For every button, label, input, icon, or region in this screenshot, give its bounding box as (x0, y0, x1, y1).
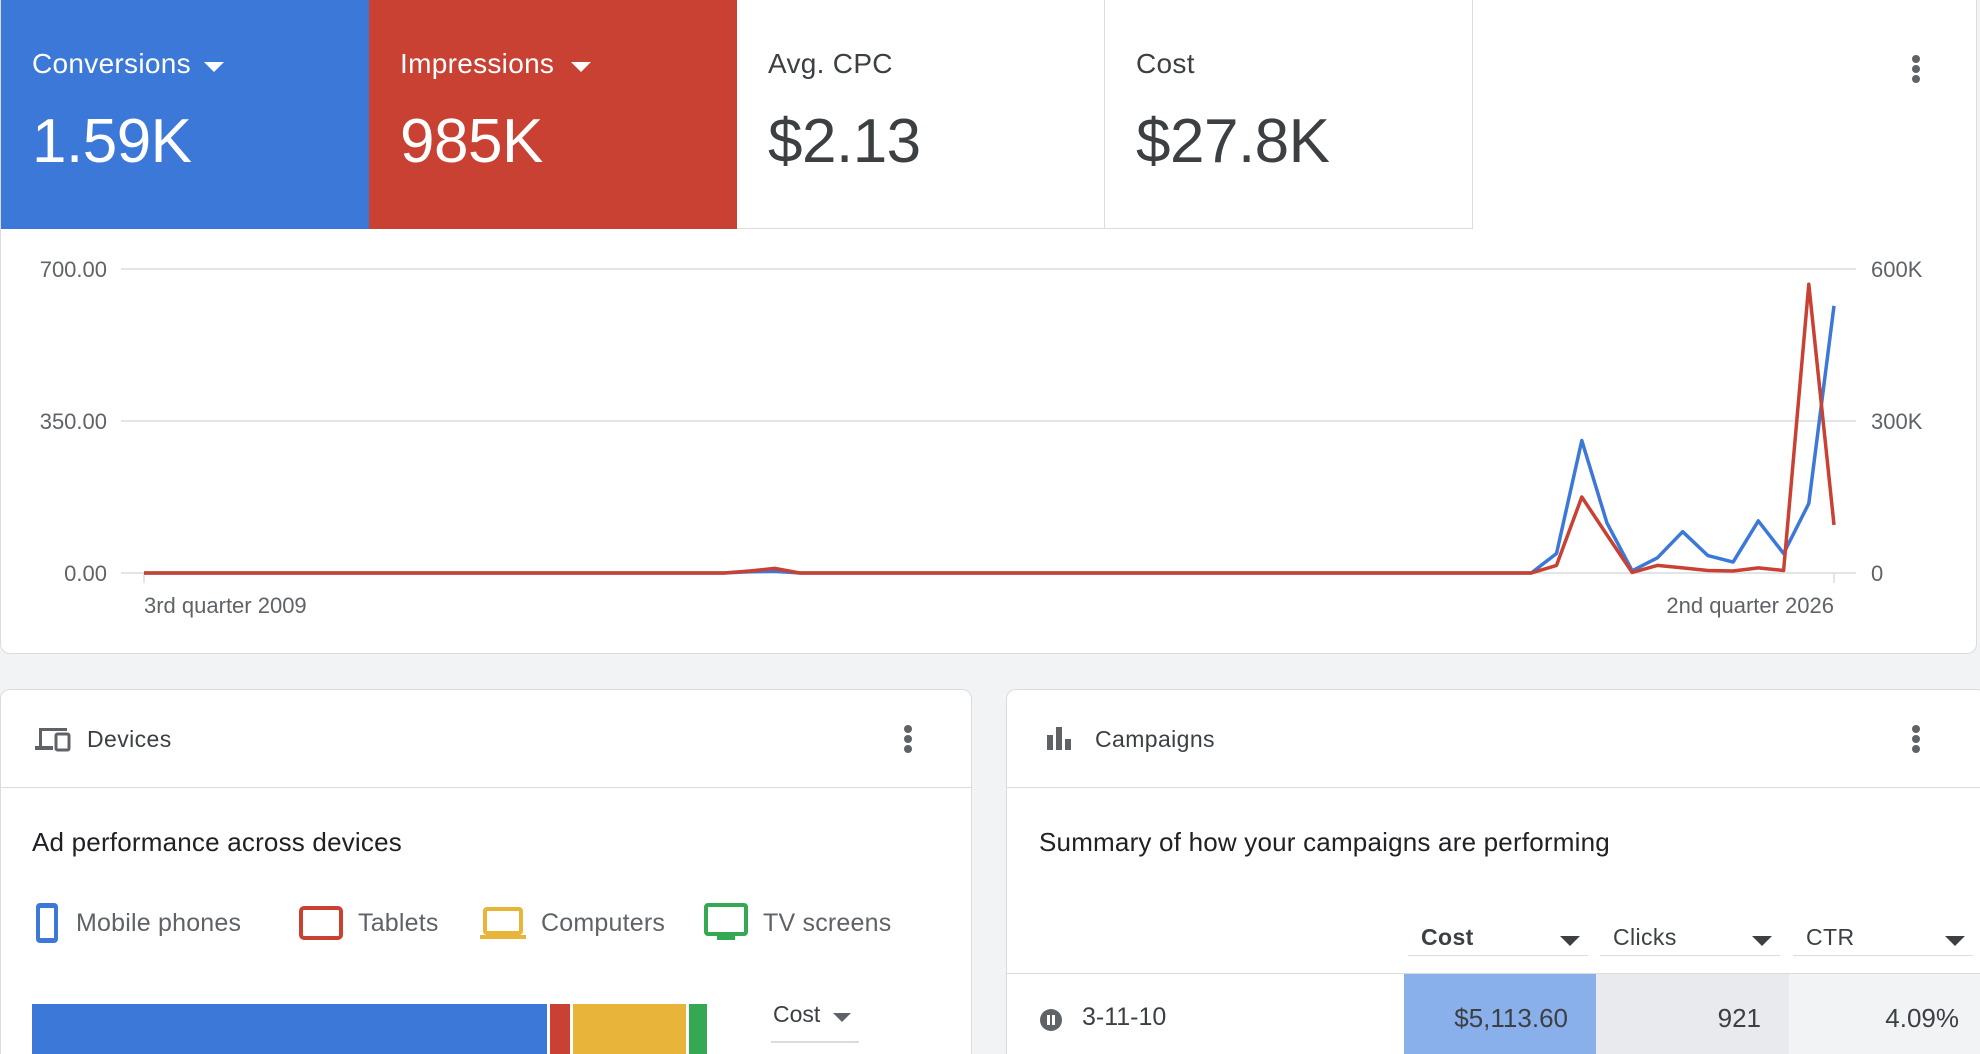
tv-icon (704, 903, 748, 940)
phone-icon (36, 903, 58, 943)
scorecard-label: Avg. CPC (768, 48, 893, 79)
ctr-cell: 4.09% (1789, 974, 1980, 1054)
y-right-tick-label: 300K (1871, 409, 1923, 434)
cost-cell: $5,113.60 (1404, 974, 1596, 1054)
devices-icon (35, 728, 71, 752)
tablet-icon (299, 906, 343, 940)
y-left-tick-label: 350.00 (40, 409, 107, 434)
bar-chart-icon (1047, 727, 1071, 750)
scorecard-value: 985K (400, 107, 543, 176)
devices-subtitle: Ad performance across devices (32, 827, 402, 857)
legend-tv-screens: TV screens (703, 903, 891, 943)
device-share-bar (32, 1004, 710, 1054)
overview-card: Conversions 1.59K Impressions 985K Avg. … (0, 0, 1977, 654)
table-row[interactable]: 3-11-10 $5,113.60 921 4.09% (1007, 973, 1980, 1054)
column-header-clicks[interactable]: Clicks (1600, 918, 1780, 956)
devices-card-header: Devices (1, 690, 971, 788)
campaigns-card-title: Campaigns (1095, 726, 1215, 752)
dropdown-caret-icon[interactable] (204, 62, 224, 72)
scorecard-label: Conversions (32, 48, 191, 79)
campaign-name[interactable]: 3-11-10 (1082, 1003, 1167, 1031)
campaigns-card: Campaigns Summary of how your campaigns … (1006, 689, 1980, 1054)
legend-label: Mobile phones (76, 908, 242, 937)
y-right-tick-label: 600K (1871, 257, 1923, 282)
legend-label: TV screens (763, 908, 892, 937)
scorecard-value: $2.13 (768, 107, 921, 176)
column-header-label: Cost (1421, 924, 1474, 950)
legend-mobile-phones: Mobile phones (32, 903, 241, 943)
more-vert-icon[interactable] (1901, 719, 1931, 759)
clicks-value: 921 (1717, 1003, 1761, 1033)
campaigns-subtitle: Summary of how your campaigns are perfor… (1039, 827, 1610, 857)
scorecard-value: 1.59K (32, 107, 192, 176)
laptop-icon (480, 907, 526, 939)
sort-caret-icon (1945, 936, 1965, 946)
y-right-tick-label: 0 (1871, 561, 1883, 586)
ctr-value: 4.09% (1885, 1003, 1959, 1033)
scorecard-conversions[interactable]: Conversions 1.59K (1, 0, 369, 229)
column-header-ctr[interactable]: CTR (1793, 918, 1973, 956)
chevron-down-icon (833, 1013, 851, 1022)
legend-label: Computers (541, 908, 666, 937)
sort-caret-icon (1752, 936, 1772, 946)
device-share-segment[interactable] (573, 1004, 686, 1054)
scorecard-cost[interactable]: Cost $27.8K (1105, 0, 1473, 229)
overview-line-chart: 700.00 350.00 0.00 600K 300K 0 3rd quarter 2… (40, 257, 1923, 618)
x-tick-label: 2nd quarter 2026 (1666, 593, 1834, 618)
device-metric-select[interactable]: Cost (771, 1001, 859, 1043)
clicks-cell: 921 (1596, 974, 1789, 1054)
device-share-segment[interactable] (689, 1004, 707, 1054)
sort-caret-icon (1560, 936, 1580, 946)
scorecard-impressions[interactable]: Impressions 985K (369, 0, 737, 229)
paused-icon (1040, 1009, 1062, 1031)
series-line-conversions (144, 305, 1836, 575)
scorecard-label: Cost (1136, 48, 1195, 79)
campaigns-card-header: Campaigns (1007, 690, 1980, 788)
scorecard-label: Impressions (400, 48, 555, 79)
dropdown-caret-icon[interactable] (571, 62, 591, 72)
device-share-segment[interactable] (32, 1004, 547, 1054)
column-header-label: Clicks (1613, 924, 1677, 950)
column-header-cost[interactable]: Cost (1408, 918, 1588, 956)
legend-computers: Computers (479, 903, 665, 943)
series-line-impressions (144, 282, 1836, 575)
legend-tablets: Tablets (298, 903, 439, 943)
device-metric-label: Cost (773, 1001, 821, 1027)
scorecard-value: $27.8K (1136, 107, 1330, 176)
more-vert-icon[interactable] (893, 719, 923, 759)
devices-card-title: Devices (87, 726, 172, 752)
column-header-label: CTR (1806, 924, 1855, 950)
cost-value: $5,113.60 (1454, 1003, 1568, 1033)
legend-label: Tablets (358, 908, 439, 937)
more-vert-icon[interactable] (1901, 49, 1931, 89)
y-left-tick-label: 0.00 (64, 561, 107, 586)
devices-card: Devices Ad performance across devices Mo… (0, 689, 972, 1054)
device-share-segment[interactable] (550, 1004, 570, 1054)
x-tick-label: 3rd quarter 2009 (144, 593, 307, 618)
y-left-tick-label: 700.00 (40, 257, 107, 282)
scorecard-avg-cpc[interactable]: Avg. CPC $2.13 (737, 0, 1105, 229)
